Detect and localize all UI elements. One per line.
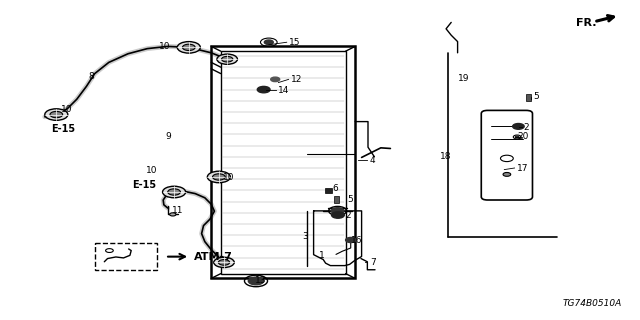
Text: 18: 18 xyxy=(440,152,452,161)
Circle shape xyxy=(257,86,270,93)
Text: E-15: E-15 xyxy=(132,180,156,190)
Text: 19: 19 xyxy=(458,74,469,83)
Text: 3: 3 xyxy=(302,232,308,241)
Text: 16: 16 xyxy=(351,236,362,245)
Circle shape xyxy=(45,109,68,120)
Circle shape xyxy=(218,260,230,265)
Text: 5: 5 xyxy=(348,195,353,204)
Text: FR.: FR. xyxy=(576,18,596,28)
Circle shape xyxy=(182,44,195,51)
Text: 10: 10 xyxy=(223,173,234,182)
Text: 10: 10 xyxy=(159,42,170,51)
Circle shape xyxy=(264,40,273,44)
Text: 13: 13 xyxy=(255,276,266,285)
Text: 2: 2 xyxy=(346,211,351,220)
Circle shape xyxy=(513,124,524,129)
Circle shape xyxy=(214,257,234,268)
Text: 11: 11 xyxy=(172,206,183,215)
Text: 20: 20 xyxy=(517,132,529,141)
Circle shape xyxy=(503,172,511,176)
FancyBboxPatch shape xyxy=(481,110,532,200)
Text: 6: 6 xyxy=(333,184,339,193)
Text: 12: 12 xyxy=(291,75,303,84)
Circle shape xyxy=(170,213,176,216)
Text: 4: 4 xyxy=(370,156,376,164)
Bar xyxy=(325,188,332,193)
Text: 15: 15 xyxy=(289,38,301,47)
Circle shape xyxy=(346,237,356,243)
Text: 1: 1 xyxy=(319,252,324,260)
Text: ATM-7: ATM-7 xyxy=(194,252,233,262)
Bar xyxy=(95,243,157,270)
Circle shape xyxy=(332,208,344,214)
Bar xyxy=(334,196,339,203)
Text: 10: 10 xyxy=(61,105,72,114)
Text: 2: 2 xyxy=(524,123,529,132)
Text: 17: 17 xyxy=(517,164,529,172)
Text: 14: 14 xyxy=(278,86,290,95)
Circle shape xyxy=(332,212,344,218)
Circle shape xyxy=(221,56,233,62)
Circle shape xyxy=(168,189,180,195)
Circle shape xyxy=(163,186,186,198)
Circle shape xyxy=(248,277,264,285)
Circle shape xyxy=(207,171,230,183)
Text: 10: 10 xyxy=(146,166,157,175)
Text: E-15: E-15 xyxy=(51,124,75,134)
Bar xyxy=(526,94,531,101)
Text: TG74B0510A: TG74B0510A xyxy=(563,300,622,308)
Circle shape xyxy=(271,77,280,82)
Text: 9: 9 xyxy=(165,132,171,140)
Text: 8: 8 xyxy=(88,72,94,81)
Text: 5: 5 xyxy=(534,92,540,101)
Circle shape xyxy=(212,174,225,180)
Circle shape xyxy=(515,136,519,138)
Circle shape xyxy=(177,42,200,53)
Text: 7: 7 xyxy=(370,258,376,267)
Circle shape xyxy=(217,54,237,64)
Circle shape xyxy=(50,111,63,118)
